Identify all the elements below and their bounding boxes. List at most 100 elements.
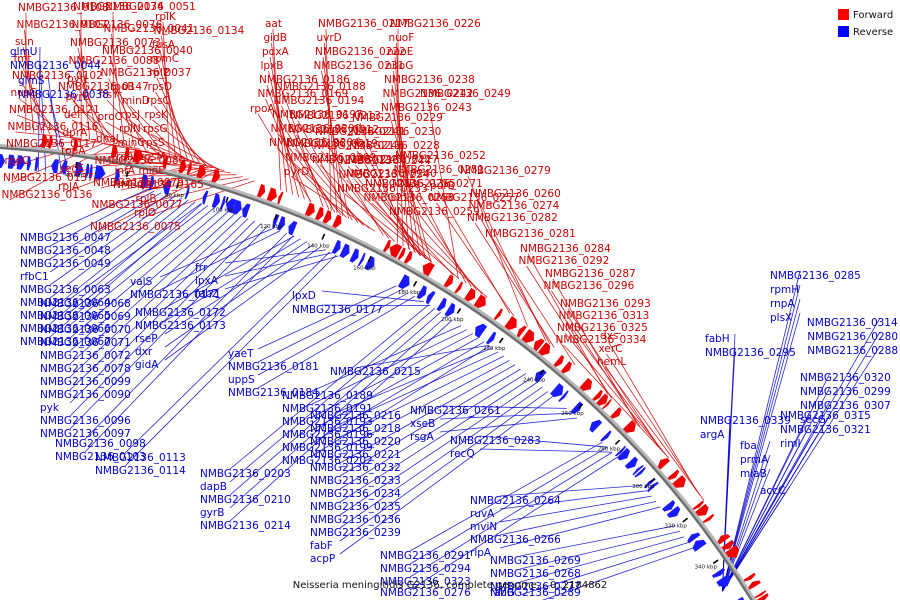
reverse-gene-label: NMBG2136_0072 — [40, 350, 131, 362]
reverse-gene-leader-line — [49, 199, 189, 312]
forward-gene-arrow — [162, 155, 169, 170]
forward-gene-label: NMBG2136_0200 — [271, 123, 362, 135]
reverse-gene-leader-line — [499, 501, 657, 536]
forward-gene-label: rpsG — [143, 123, 168, 135]
forward-gene-leader-line — [322, 56, 344, 216]
reverse-gene-leader-line — [229, 311, 441, 496]
reverse-gene-label: NMBG2136_0064 — [20, 297, 111, 309]
reverse-gene-label: NMBG2136_0098 — [55, 438, 146, 450]
forward-gene-label: NMBG2136_0217 — [318, 18, 409, 30]
forward-gene-label: rplA — [58, 181, 80, 193]
reverse-gene-arrow — [364, 255, 375, 271]
reverse-gene-arrow — [416, 285, 427, 300]
reverse-gene-label: NMBG2136_0044 — [10, 60, 101, 72]
forward-gene-arrow — [196, 164, 206, 179]
reverse-gene-arrow — [61, 160, 68, 175]
reverse-gene-leader-line — [164, 241, 308, 335]
reverse-gene-leader-line — [124, 254, 337, 467]
forward-gene-arrow — [304, 202, 315, 217]
backbone-line — [0, 146, 753, 600]
reverse-gene-arrow — [219, 195, 226, 210]
reverse-gene-arrow — [0, 153, 6, 169]
scale-tick-label: 100 kbp — [212, 207, 235, 213]
forward-gene-label: pyrD — [284, 166, 309, 178]
reverse-gene-label: NMBG2136_0291 — [380, 550, 471, 562]
reverse-gene-leader-line — [479, 435, 607, 448]
scale-tick-label: 220 kbp — [483, 346, 506, 352]
forward-gene-label: NMBG2136_0102 — [12, 70, 103, 82]
forward-gene-label: NMBG2136_0260 — [470, 188, 561, 200]
reverse-gene-label: uppS — [228, 374, 255, 386]
reverse-gene-label: fba — [740, 440, 757, 452]
reverse-gene-leader-line — [409, 452, 613, 578]
reverse-gene-label: NMBG2136_0299 — [800, 386, 891, 398]
reverse-gene-label: NMBG2136_0210 — [200, 494, 291, 506]
reverse-gene-leader-line — [49, 194, 169, 273]
forward-gene-arrow — [389, 243, 403, 259]
reverse-gene-arrow — [634, 467, 646, 478]
forward-gene-label: NMBG2136_0073 — [70, 37, 161, 49]
forward-gene-label: NMBG2136_0147 — [58, 81, 149, 93]
legend-forward-swatch — [838, 9, 849, 20]
forward-gene-label: NMBG2136_0245 — [312, 154, 403, 166]
forward-gene-label: NMBG2136_0079 — [93, 177, 184, 189]
forward-gene-arrow — [667, 469, 680, 481]
reverse-gene-leader-line — [69, 218, 249, 391]
forward-gene-arrow — [322, 210, 332, 224]
reverse-gene-leader-line — [164, 238, 301, 322]
reverse-gene-arrow — [34, 156, 39, 172]
scale-tick-label: 160 kbp — [353, 266, 376, 272]
forward-gene-arrow — [211, 169, 220, 183]
forward-gene-label: NMBG2136_0281 — [485, 228, 576, 240]
forward-gene-leader-line — [467, 175, 528, 327]
reverse-gene-leader-line — [49, 195, 175, 286]
forward-gene-label: NMBG2136_0137 — [3, 172, 94, 184]
reverse-gene-leader-line — [721, 414, 831, 592]
reverse-gene-leader-line — [479, 448, 612, 453]
forward-gene-label: NMBG2136_0076 — [72, 19, 163, 31]
reverse-gene-label: NMBG2136_0218 — [310, 423, 401, 435]
reverse-gene-label: NMBG2136_0065 — [20, 310, 111, 322]
reverse-gene-label: NMBG2136_0191 — [282, 403, 373, 415]
forward-gene-arrow — [422, 262, 435, 277]
reverse-gene-label: NMBG2136_0172 — [135, 307, 226, 319]
forward-gene-arrow — [178, 159, 187, 174]
reverse-gene-leader-line — [159, 227, 274, 278]
forward-gene-label: NMBG2136_0136 — [2, 189, 93, 201]
forward-gene-leader-line — [396, 42, 404, 246]
forward-gene-leader-line — [152, 119, 213, 168]
reverse-gene-leader-line — [257, 288, 403, 363]
reverse-gene-leader-line — [124, 251, 331, 454]
reverse-gene-label: NMBG2136_0103 — [55, 451, 146, 463]
forward-gene-arrow — [443, 274, 454, 288]
forward-gene-arrow — [454, 281, 464, 294]
reverse-gene-leader-line — [721, 468, 771, 592]
forward-gene-leader-line — [390, 98, 426, 259]
reverse-gene-label: fabF — [310, 540, 333, 552]
reverse-gene-arrow — [534, 369, 547, 384]
forward-gene-arrow — [601, 398, 612, 410]
reverse-gene-arrow — [436, 297, 447, 312]
forward-gene-label: NMBG2136_0230 — [351, 126, 442, 138]
reverse-gene-label: pyk — [40, 402, 60, 414]
reverse-gene-arrow — [84, 163, 90, 178]
forward-gene-label: NMBG2136_0117 — [6, 138, 97, 150]
forward-gene-label: pyrI — [67, 73, 87, 85]
reverse-gene-label: NMBG2136_0199 — [282, 442, 373, 454]
reverse-gene-label: lpxA — [195, 275, 219, 287]
reverse-gene-arrow — [331, 239, 341, 255]
scale-tick-mark — [498, 337, 504, 344]
reverse-gene-label: NMBG2136_0216 — [310, 410, 401, 422]
forward-gene-label: NMBG2136_0075 — [90, 221, 181, 233]
reverse-gene-leader-line — [339, 368, 521, 477]
reverse-gene-label: NMBG2136_0215 — [330, 366, 421, 378]
forward-gene-label: NMBG2136_0249 — [420, 88, 511, 100]
reverse-gene-leader-line — [721, 424, 811, 592]
reverse-gene-label: NMBG2136_0113 — [95, 452, 186, 464]
reverse-gene-arrow — [550, 383, 564, 398]
forward-gene-leader-line — [16, 114, 74, 138]
forward-gene-leader-line — [324, 42, 338, 214]
reverse-gene-leader-line — [339, 386, 543, 529]
forward-gene-leader-line — [607, 340, 698, 492]
forward-gene-label: NMBG2136_0284 — [520, 243, 611, 255]
